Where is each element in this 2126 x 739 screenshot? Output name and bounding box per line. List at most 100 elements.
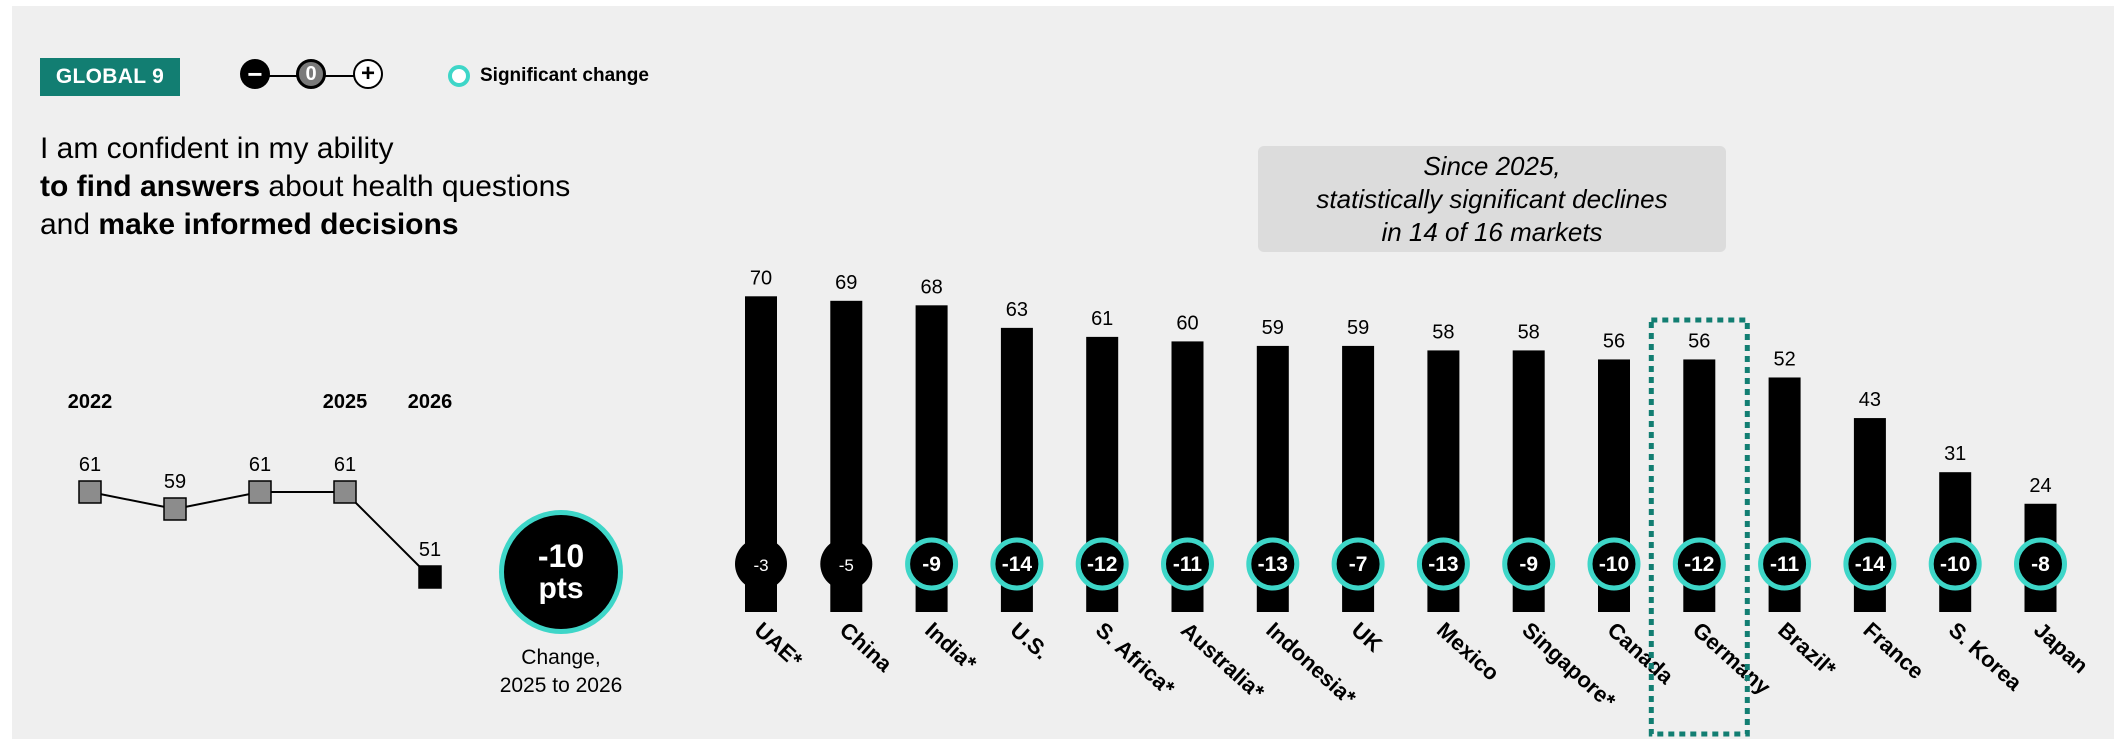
bar-value-label: 59 <box>1262 317 1284 339</box>
change-value-label: -7 <box>1349 553 1368 576</box>
callout-line-1: Since 2025, <box>1423 150 1561 181</box>
global-badge: GLOBAL 9 <box>40 58 180 96</box>
callout-line-2: statistically significant declines <box>1316 183 1668 214</box>
change-badge <box>820 538 873 590</box>
market-label: Indonesia* <box>1261 617 1361 710</box>
bar-value-label: 31 <box>1944 443 1966 465</box>
trend-year-label: 2026 <box>408 391 453 413</box>
market-label: UAE* <box>750 617 808 673</box>
change-value-label: -9 <box>922 553 941 576</box>
change-value-label: -8 <box>2031 553 2050 576</box>
change-value-label: -12 <box>1684 553 1714 576</box>
bar-value-label: 24 <box>2029 475 2051 497</box>
change-value-label: -12 <box>1087 553 1117 576</box>
bar-value-label: 70 <box>750 267 772 289</box>
market-label: Japan <box>2029 617 2093 678</box>
overall-change-caption-line-1: Change, <box>521 646 601 669</box>
significant-change-badge <box>1161 537 1214 591</box>
overall-change-circle: -10 pts <box>499 510 623 634</box>
change-value-label: -5 <box>839 556 854 575</box>
market-label: India* <box>920 617 982 676</box>
trend-point <box>248 480 272 504</box>
trend-value-label: 61 <box>334 454 356 476</box>
bar-value-label: 52 <box>1773 348 1795 370</box>
callout-line-3: in 14 of 16 markets <box>1381 216 1603 247</box>
trend-point <box>418 565 442 589</box>
bar-value-label: 63 <box>1006 299 1028 321</box>
bar-value-label: 69 <box>835 272 857 294</box>
change-value-label: -13 <box>1258 553 1288 576</box>
market-label: Australia* <box>1176 617 1269 705</box>
bar-value-label: 68 <box>920 276 942 298</box>
bar-value-label: 58 <box>1518 321 1540 343</box>
headline-emphasis-2: make informed decisions <box>98 208 459 241</box>
significant-change-badge <box>1672 537 1726 591</box>
trend-value-label: 59 <box>164 471 186 493</box>
trend-value-label: 51 <box>419 539 441 561</box>
significance-legend: Significant change <box>448 60 649 92</box>
change-value-label: -14 <box>1002 553 1033 576</box>
headline-line-3-pre: and <box>40 208 99 241</box>
change-scale-legend: − 0 + <box>238 57 388 95</box>
bar-value-label: 43 <box>1859 389 1881 411</box>
trend-year-label: 2025 <box>323 391 368 413</box>
question-headline: I am confident in my ability to find ans… <box>40 130 570 244</box>
change-value-label: -10 <box>1599 553 1629 576</box>
overall-change-value: -10 <box>537 538 585 574</box>
market-label: UK <box>1347 617 1387 657</box>
bar-value-label: 56 <box>1688 330 1710 352</box>
significant-change-badge <box>1075 537 1129 591</box>
headline-emphasis-1: to find answers <box>40 170 261 203</box>
headline-line-3: and make informed decisions <box>40 206 570 244</box>
trend-value-label: 61 <box>79 454 101 476</box>
overall-change-unit: pts <box>538 572 584 605</box>
bar-value-label: 59 <box>1347 317 1369 339</box>
change-value-label: -11 <box>1770 553 1800 576</box>
market-label: S. Africa* <box>1091 617 1180 701</box>
significant-change-badge <box>1843 537 1897 591</box>
change-value-label: -9 <box>1519 553 1538 576</box>
significant-change-badge <box>1502 537 1556 591</box>
market-label: France <box>1859 617 1929 684</box>
change-value-label: -11 <box>1173 553 1203 576</box>
headline-line-2: to find answers about health questions <box>40 168 570 206</box>
bar-value-label: 56 <box>1603 330 1625 352</box>
significance-ring-icon <box>448 65 470 87</box>
change-value-label: -3 <box>753 556 768 575</box>
plus-icon: + <box>353 59 383 89</box>
zero-icon: 0 <box>296 59 326 89</box>
significant-change-badge <box>1246 537 1300 591</box>
significance-label: Significant change <box>480 65 649 86</box>
trend-line-chart: 2022 2025 2026 61 59 61 61 51 <box>68 391 453 589</box>
significant-change-badge <box>1416 537 1470 591</box>
minus-icon: − <box>240 59 270 89</box>
highlight-box <box>1648 317 1750 737</box>
trend-value-label: 61 <box>249 454 271 476</box>
market-label: China <box>835 617 898 677</box>
trend-point <box>333 480 357 504</box>
significant-change-badge <box>1928 537 1982 591</box>
bar-value-label: 61 <box>1091 308 1113 330</box>
headline-line-2-rest: about health questions <box>260 170 571 203</box>
scale-line-right <box>324 75 354 77</box>
overall-change-caption: Change, 2025 to 2026 <box>470 644 652 700</box>
significant-change-badge <box>1758 537 1812 591</box>
market-label: U.S. <box>1006 617 1055 664</box>
overall-change-caption-line-2: 2025 to 2026 <box>499 674 623 697</box>
trend-year-label: 2022 <box>68 391 113 413</box>
market-label: Germany <box>1688 617 1776 700</box>
bar-value-label: 60 <box>1176 312 1198 334</box>
scale-line-left <box>268 75 298 77</box>
market-label: Brazil* <box>1773 617 1841 682</box>
callout-box: Since 2025, statistically significant de… <box>1258 146 1726 252</box>
market-label: Canada <box>1603 617 1679 689</box>
trend-point <box>163 497 187 521</box>
market-label: Mexico <box>1432 617 1504 685</box>
change-value-label: -13 <box>1428 553 1458 576</box>
significant-change-badge <box>905 537 959 591</box>
bar-value-label: 58 <box>1432 321 1454 343</box>
change-badge <box>735 538 787 590</box>
significant-change-badge <box>990 537 1044 591</box>
significant-change-badge <box>1331 537 1385 591</box>
